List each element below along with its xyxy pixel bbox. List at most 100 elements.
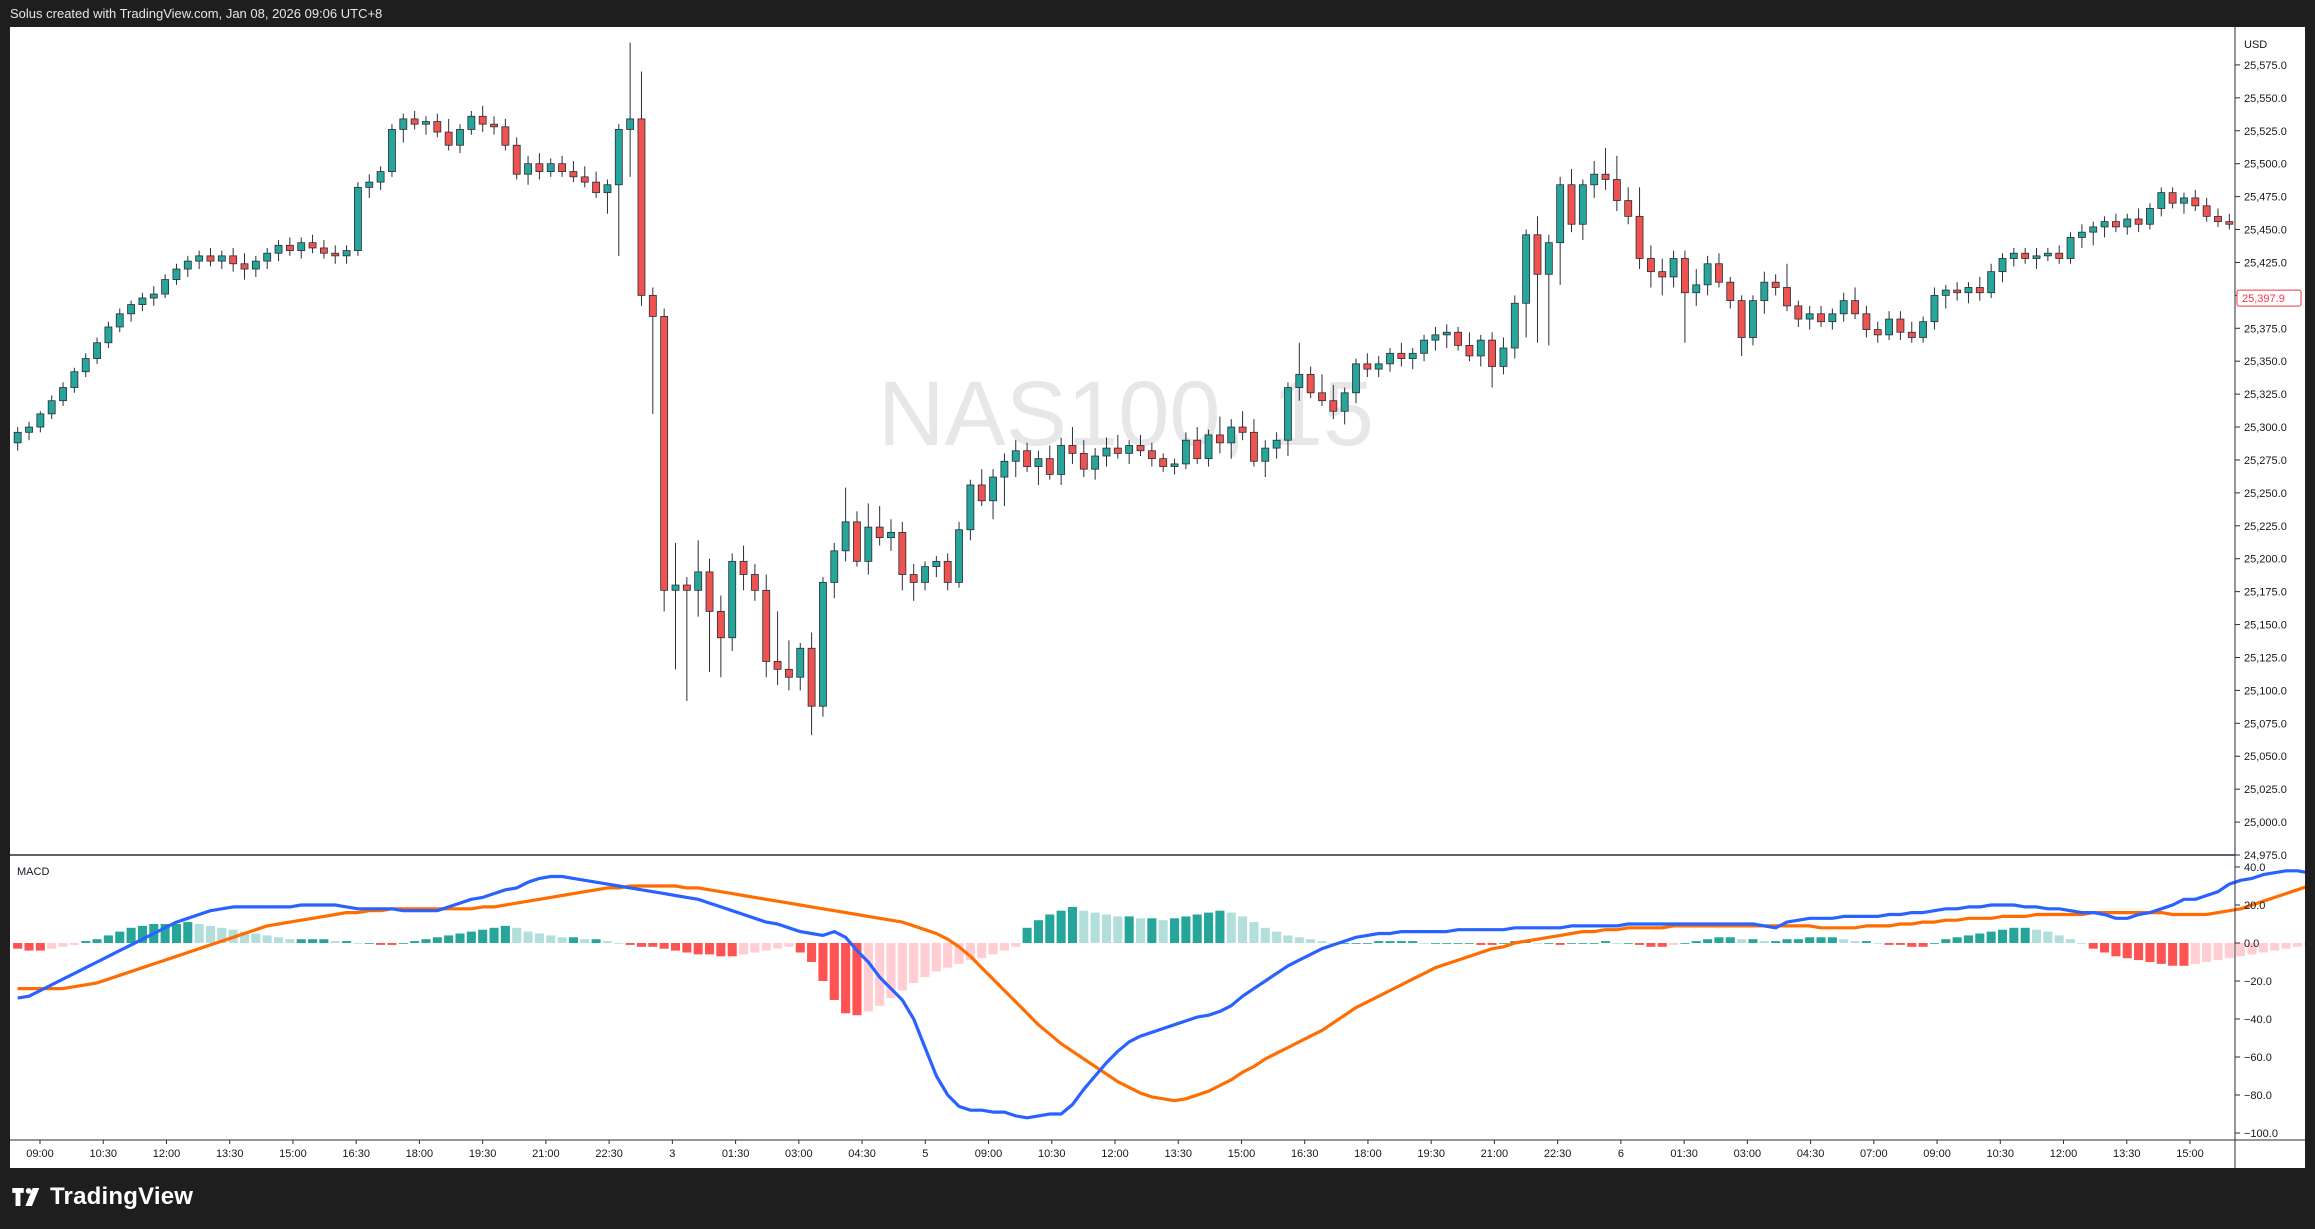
candle-body[interactable] (1159, 458, 1168, 467)
macd-histogram-bar[interactable] (1419, 943, 1429, 944)
macd-histogram-bar[interactable] (602, 941, 612, 943)
candle-body[interactable] (274, 244, 283, 254)
candle-body[interactable] (2111, 221, 2120, 228)
candle-body[interactable] (127, 304, 136, 315)
candle-body[interactable] (1964, 287, 1973, 294)
candle-body[interactable] (875, 526, 884, 539)
candle-body[interactable] (1567, 184, 1576, 225)
candle-body[interactable] (512, 144, 521, 175)
macd-histogram-bar[interactable] (1544, 943, 1554, 944)
candle-body[interactable] (1136, 445, 1145, 452)
candle-body[interactable] (887, 531, 895, 539)
candle-body[interactable] (456, 129, 464, 146)
macd-histogram-bar[interactable] (1827, 937, 1837, 943)
macd-histogram-bar[interactable] (1249, 922, 1259, 943)
macd-histogram-bar[interactable] (614, 943, 624, 944)
candle-body[interactable] (319, 247, 328, 254)
candle-body[interactable] (2043, 252, 2052, 257)
macd-histogram-bar[interactable] (1124, 916, 1134, 943)
macd-histogram-bar[interactable] (1170, 918, 1180, 943)
macd-histogram-bar[interactable] (81, 941, 91, 943)
candle-body[interactable] (2202, 205, 2211, 217)
macd-histogram-bar[interactable] (1952, 937, 1962, 943)
macd-histogram-bar[interactable] (478, 929, 488, 943)
macd-histogram-bar[interactable] (1260, 927, 1270, 943)
candle-body[interactable] (1340, 392, 1349, 412)
candle-body[interactable] (229, 255, 238, 265)
candle-body[interactable] (1363, 363, 1372, 370)
macd-histogram-bar[interactable] (2088, 943, 2098, 949)
macd-histogram-bar[interactable] (1362, 943, 1372, 944)
candle-body[interactable] (47, 400, 56, 415)
macd-histogram-bar[interactable] (1033, 920, 1043, 943)
candle-body[interactable] (1442, 331, 1451, 336)
macd-histogram-bar[interactable] (750, 943, 760, 953)
candle-body[interactable] (637, 118, 646, 296)
candle-body[interactable] (1681, 258, 1689, 294)
candle-body[interactable] (1034, 458, 1043, 467)
candle-body[interactable] (2077, 231, 2086, 238)
macd-histogram-bar[interactable] (670, 943, 681, 951)
candle-body[interactable] (410, 118, 419, 125)
macd-histogram-bar[interactable] (863, 943, 873, 1012)
macd-histogram-bar[interactable] (523, 931, 533, 943)
macd-histogram-bar[interactable] (2258, 943, 2268, 953)
candle-body[interactable] (25, 426, 33, 433)
candle-body[interactable] (1170, 463, 1179, 467)
macd-histogram-bar[interactable] (1056, 910, 1066, 943)
macd-histogram-bar[interactable] (1226, 912, 1236, 943)
candle-body[interactable] (1998, 258, 2007, 273)
macd-histogram-bar[interactable] (1895, 943, 1905, 945)
candle-body[interactable] (376, 171, 385, 183)
candle-body[interactable] (104, 326, 113, 344)
candle-body[interactable] (943, 560, 952, 583)
candle-body[interactable] (1862, 313, 1871, 330)
macd-histogram-bar[interactable] (319, 939, 329, 943)
macd-axis[interactable]: 40.0 20.0 0.0 −20.0 −40.0 −60.0 −80.0 −100.0 (2235, 862, 2278, 1140)
macd-histogram-bar[interactable] (2202, 943, 2212, 962)
macd-histogram-bar[interactable] (2292, 943, 2302, 947)
candle-body[interactable] (1408, 352, 1417, 359)
candle-body[interactable] (2021, 252, 2030, 259)
macd-histogram-bar[interactable] (568, 937, 578, 943)
macd-histogram-bar[interactable] (1135, 918, 1146, 943)
candle-body[interactable] (1635, 215, 1644, 259)
macd-histogram-bar[interactable] (2236, 943, 2246, 957)
macd-histogram-bar[interactable] (625, 943, 635, 945)
candle-body[interactable] (830, 550, 839, 583)
macd-histogram-bar[interactable] (704, 943, 715, 955)
candle-body[interactable] (1873, 329, 1882, 336)
candle-body[interactable] (467, 115, 476, 130)
candle-body[interactable] (263, 252, 272, 262)
macd-histogram-bar[interactable] (1669, 943, 1679, 945)
macd-histogram-bar[interactable] (1090, 912, 1100, 943)
candle-body[interactable] (535, 163, 544, 172)
macd-histogram-bar[interactable] (1771, 941, 1781, 943)
macd-histogram-bar[interactable] (693, 943, 703, 955)
macd-histogram-bar[interactable] (2043, 931, 2053, 943)
macd-histogram-bar[interactable] (432, 937, 442, 943)
candle-body[interactable] (592, 181, 601, 194)
candle-body[interactable] (1646, 258, 1655, 273)
macd-histogram-bar[interactable] (886, 943, 896, 999)
macd-histogram-bar[interactable] (1918, 943, 1928, 947)
candle-body[interactable] (1941, 289, 1950, 296)
macd-histogram-bar[interactable] (58, 943, 68, 947)
candle-body[interactable] (1181, 439, 1190, 465)
candle-body[interactable] (1374, 363, 1383, 370)
macd-histogram-bar[interactable] (1351, 943, 1361, 944)
macd-histogram-bar[interactable] (47, 943, 57, 949)
macd-histogram-bar[interactable] (2020, 927, 2030, 943)
macd-histogram-bar[interactable] (818, 943, 828, 981)
candle-body[interactable] (1624, 200, 1633, 217)
candle-body[interactable] (977, 484, 986, 502)
candle-body[interactable] (1295, 373, 1304, 388)
macd-histogram-bar[interactable] (1612, 943, 1622, 944)
macd-histogram-bar[interactable] (727, 943, 737, 957)
macd-histogram-bar[interactable] (2054, 935, 2064, 943)
candle-body[interactable] (1953, 289, 1962, 294)
candle-body[interactable] (1476, 339, 1485, 357)
candle-body[interactable] (921, 566, 929, 583)
macd-histogram-bar[interactable] (13, 943, 23, 949)
macd-histogram-bar[interactable] (1430, 943, 1440, 944)
